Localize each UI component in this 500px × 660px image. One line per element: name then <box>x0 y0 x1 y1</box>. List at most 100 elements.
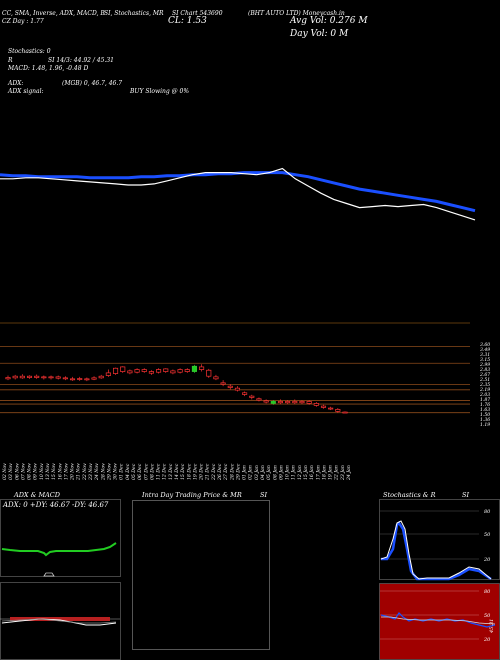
date-tick-label: 11 Jan <box>291 465 297 480</box>
candle-body <box>249 395 255 398</box>
date-tick-label: 04 Dec <box>125 463 131 480</box>
date-tick-label: 05 Dec <box>131 463 137 480</box>
date-tick-label: 09 Jan <box>278 465 284 480</box>
date-tick-label: 07 Nov <box>20 463 26 480</box>
adx-marker-icon <box>43 572 55 577</box>
date-tick-label: 21 Dec <box>205 463 211 480</box>
candle-body <box>105 372 111 376</box>
date-tick-label: 04 Jan <box>260 465 266 480</box>
candle-body <box>77 378 83 380</box>
adx-macd-panel <box>0 499 121 660</box>
candle-body <box>242 392 248 395</box>
price-tick-label: 1.19 <box>480 422 490 428</box>
candle-body <box>41 376 47 379</box>
candle-body <box>127 370 133 374</box>
date-tick-label: 22 Jan <box>334 465 340 480</box>
date-tick-label: 20 Dec <box>199 463 205 480</box>
price-tick-label: 2.83 <box>479 367 490 373</box>
rsi-line <box>380 612 496 628</box>
stoch-tick-50: 50 <box>484 532 491 538</box>
date-tick-label: 20 Nov <box>70 463 76 480</box>
date-tick-label: 07 Dec <box>143 463 149 480</box>
date-tick-label: 21 Nov <box>76 463 82 480</box>
candle-body <box>62 377 68 380</box>
rsi-tick-50: 50 <box>484 613 491 619</box>
stoch-panel-title-suffix: SI <box>462 491 470 499</box>
candle-body <box>84 378 90 381</box>
date-tick-label: 16 Nov <box>57 463 63 480</box>
candle-body <box>113 367 119 374</box>
macd-histogram <box>10 617 110 621</box>
date-tick-label: 10 Nov <box>39 463 45 480</box>
candle-body <box>277 401 284 404</box>
horizontal-levels <box>0 346 470 414</box>
price-tick-label: 3.60 <box>480 342 490 348</box>
price-tick-label: 3.49 <box>480 347 490 353</box>
date-tick-label: 29 Nov <box>106 463 112 480</box>
date-tick-label: 23 Jan <box>340 465 346 480</box>
date-tick-label: 13 Nov <box>45 463 51 480</box>
price-tick-label: 2.99 <box>479 362 490 368</box>
candle-body <box>184 369 190 372</box>
candlesticks <box>5 364 348 414</box>
header-day-change: CZ Day : 1.77 <box>2 18 44 25</box>
candle-body <box>299 401 305 404</box>
date-tick-label: 06 Nov <box>14 463 20 480</box>
candle-body <box>156 369 162 373</box>
candle-body <box>191 365 197 372</box>
price-tick-label: 1.87 <box>480 397 490 403</box>
price-tick-label: 2.19 <box>479 387 490 393</box>
header-line1-d: (BHT AUTO LTD) Moneycash.in <box>248 10 345 17</box>
day-volume-label: Day Vol: 0 M <box>290 29 349 39</box>
candle-body <box>5 377 11 380</box>
candle-body <box>213 376 219 380</box>
candle-body <box>320 405 327 408</box>
price-tick-label: 1.63 <box>480 407 490 413</box>
candle-body <box>270 401 276 404</box>
candle-body <box>120 366 126 372</box>
header-line1-b: SI, Stochastics, MR <box>104 10 164 17</box>
adx-readout-values: (MGB) 0, 46.7, 46.7 <box>62 80 123 87</box>
date-tick-label: 26 Dec <box>217 463 223 480</box>
date-tick-label: 27 Dec <box>223 463 229 480</box>
price-tick-label: 1.76 <box>480 402 490 408</box>
candle-body <box>328 407 334 410</box>
candle-body <box>55 376 61 379</box>
date-tick-label: 12 Dec <box>162 463 168 480</box>
date-tick-label: 15 Jan <box>303 465 309 480</box>
date-tick-label: 08 Nov <box>27 463 33 480</box>
stochastics-rsi-panel: 80 50 20 80 50 20 45.31 <box>379 499 500 660</box>
date-tick-label: 19 Jan <box>328 465 334 480</box>
price-tick-label: 2.51 <box>479 377 490 383</box>
stoch-panel-title: Stochastics & R <box>383 491 436 499</box>
candle-body <box>34 375 40 378</box>
date-tick-label: 03 Jan <box>254 465 260 480</box>
date-tick-label: 03 Nov <box>8 463 14 480</box>
date-tick-label: 19 Dec <box>192 463 198 480</box>
avg-volume-label: Avg Vol: 0.276 M <box>290 16 368 26</box>
candle-body <box>199 366 205 370</box>
date-tick-label: 24 Nov <box>94 463 100 480</box>
adx-signal-label: ADX signal: <box>8 88 44 95</box>
date-tick-label: 01 Jan <box>242 465 248 480</box>
candle-body <box>220 382 226 385</box>
price-tick-label: 1.36 <box>480 417 490 423</box>
candle-body <box>313 403 319 406</box>
date-tick-label: 02 Jan <box>248 465 254 480</box>
candle-body <box>98 375 104 379</box>
adx-signal-value: BUY Slowing @ 0% <box>130 88 190 95</box>
moving-averages <box>0 167 476 221</box>
candle-body <box>285 401 291 404</box>
date-tick-label: 11 Dec <box>156 463 162 480</box>
price-tick-label: 2.67 <box>479 372 490 378</box>
sma-blue-line <box>0 171 476 213</box>
price-axis: 3.603.493.313.152.992.832.672.512.352.19… <box>479 342 490 428</box>
date-tick-label: 22 Dec <box>211 463 217 480</box>
date-tick-label: 23 Nov <box>88 463 94 480</box>
rsi-tick-80: 80 <box>484 589 491 595</box>
date-tick-label: 18 Jan <box>321 465 327 480</box>
close-price-label: CL: 1.53 <box>168 16 207 26</box>
date-tick-label: 13 Dec <box>168 463 174 480</box>
date-tick-label: 08 Dec <box>149 463 155 480</box>
date-tick-label: 28 Nov <box>100 463 106 480</box>
